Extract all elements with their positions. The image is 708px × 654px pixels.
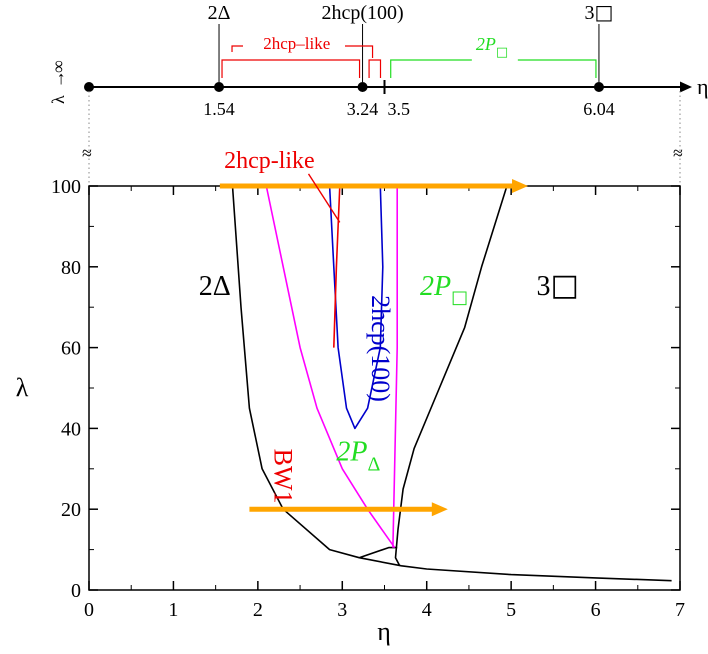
- boundary-line: [231, 185, 672, 582]
- y-axis-ticks: 0 20 40 60 80 100: [51, 176, 680, 602]
- x-tick-label: 1: [168, 599, 178, 621]
- bracket-2p-square-label: 2P□: [476, 34, 508, 60]
- x-tick-label: 5: [506, 599, 516, 621]
- label-2hcp-like-pointer: [307, 173, 341, 223]
- label-2hcp100: 2hcp(100): [366, 295, 395, 402]
- limit-point-label: 3.24: [347, 99, 379, 119]
- x-tick-label: 2: [253, 599, 263, 621]
- limit-point: [593, 82, 604, 92]
- limit-axis-arrowhead: [680, 81, 692, 93]
- label-2p-square: 2P□: [420, 271, 468, 308]
- x-axis-ticks: 0 1 2 3 4 5 6 7: [84, 186, 685, 621]
- top-label-3square-main: 3: [584, 2, 594, 24]
- phase-boundaries: [231, 185, 672, 582]
- limit-label-infinity: ∞: [48, 60, 68, 73]
- limit-axis-label: η: [697, 74, 708, 99]
- label-2p-delta-main: 2P: [336, 437, 367, 468]
- arrow-head: [512, 179, 529, 193]
- arrows: [219, 179, 529, 517]
- break-mark-left: ≈: [82, 143, 92, 163]
- y-tick-label: 20: [61, 499, 81, 521]
- bracket-2p-square-label-bg: [471, 34, 518, 64]
- x-tick-label: 6: [591, 599, 601, 621]
- arrow-head: [431, 502, 448, 517]
- boundary-line: [358, 546, 398, 559]
- limit-point: [357, 82, 368, 92]
- label-2delta: 2Δ: [199, 271, 231, 302]
- x-tick-label: 7: [675, 599, 685, 621]
- limit-line-label: λ → ∞: [48, 60, 68, 104]
- label-2hcp-like: 2hcp-like: [224, 148, 315, 174]
- limit-top-labels: 2Δ 2hcp(100) 3□: [208, 0, 613, 82]
- break-mark-right: ≈: [673, 143, 683, 163]
- top-label-3square: 3□: [584, 0, 613, 24]
- label-2p-square-sub: □: [451, 287, 468, 308]
- boundary-line: [333, 185, 341, 348]
- label-2p-delta-sub: Δ: [367, 454, 380, 476]
- limit-point-label: 1.54: [203, 99, 235, 119]
- bracket-red-small: [368, 59, 382, 78]
- bracket-2hcp-like-label-bg: [243, 34, 345, 52]
- label-3square-main: 3: [536, 271, 550, 302]
- x-tick-label: 3: [337, 599, 347, 621]
- y-tick-label: 100: [51, 176, 81, 198]
- y-tick-label: 40: [61, 418, 81, 440]
- label-bw1: BW1: [269, 449, 298, 504]
- label-3square: 3□: [536, 268, 578, 303]
- y-axis-label: λ: [16, 373, 29, 402]
- top-label-3square-box: □: [594, 0, 613, 24]
- x-tick-label: 4: [422, 599, 432, 621]
- x-axis-label: η: [377, 617, 391, 646]
- label-2p-square-main: 2P: [420, 271, 451, 302]
- limit-points: 1.54 3.24 6.04 3.5: [84, 80, 615, 119]
- label-2p-delta: 2PΔ: [336, 437, 380, 476]
- limit-label-arrow: →: [48, 70, 68, 88]
- limit-line-panel: λ → ∞ η 1.54 3.24 6.043.5 2Δ 2hcp(100) 3□ 2h…: [48, 0, 708, 186]
- bracket-2p-square-main: 2P: [476, 34, 496, 54]
- limit-label-lambda: λ: [48, 95, 68, 104]
- bracket-2hcp-like: [221, 59, 361, 78]
- limit-brackets: 2hcp–like 2P□: [221, 34, 597, 78]
- bracket-2hcp-like-label: 2hcp–like: [263, 34, 330, 53]
- top-label: 2hcp(100): [321, 2, 403, 24]
- y-tick-label: 0: [71, 580, 81, 602]
- limit-point: [214, 82, 225, 92]
- limit-point-label: 6.04: [583, 99, 615, 119]
- y-tick-label: 80: [61, 257, 81, 279]
- label-3square-box: □: [550, 268, 578, 303]
- limit-point: [84, 82, 94, 92]
- y-tick-label: 60: [61, 338, 81, 360]
- bracket-2p-square-sub: □: [496, 45, 508, 60]
- limit-minor-tick-label: 3.5: [388, 99, 411, 119]
- top-label: 2Δ: [208, 2, 231, 24]
- x-tick-label: 0: [84, 599, 94, 621]
